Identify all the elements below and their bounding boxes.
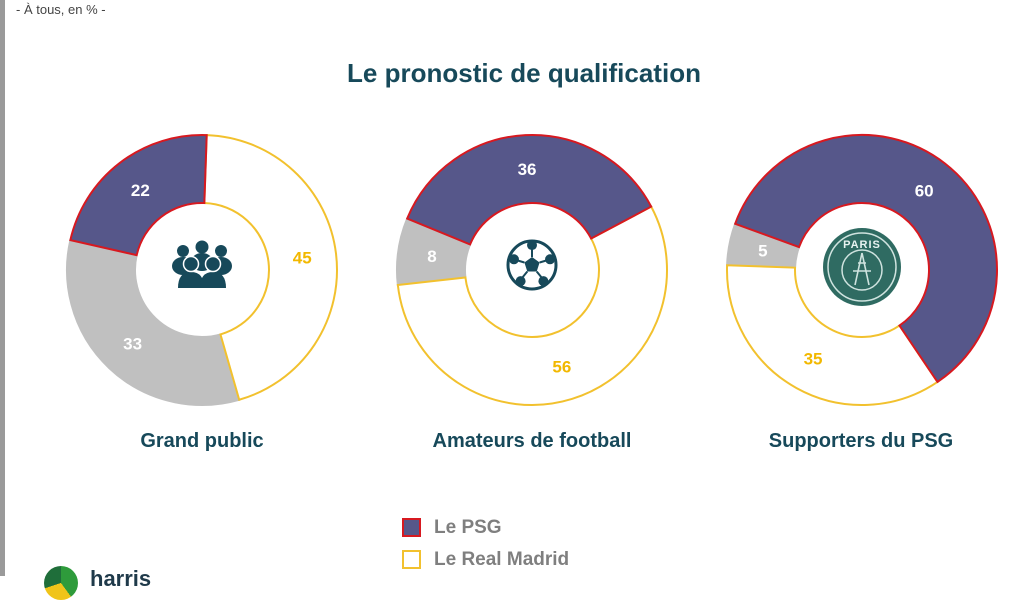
legend-swatch-psg [402,518,421,537]
chart-1-slice-other [66,238,241,406]
psg-crest-text: PARIS [843,239,881,251]
people-group-icon [172,240,232,288]
harris-logo-icon [44,566,78,600]
harris-logo: harris [44,562,164,600]
donut-charts: 22 45 33 36 56 8 60 35 5 PARIS [66,134,998,406]
chart-2-value-label-other: 8 [427,247,436,266]
chart-1-value-label-other: 33 [123,334,142,353]
chart-3-slice-psg [733,134,998,384]
soccer-ball-icon [506,239,558,291]
chart-2-slice-real [396,205,668,406]
chart-subtitle: - À tous, en % - [16,2,106,17]
chart-2-slice-psg [405,134,653,246]
chart-2-value-label-psg: 36 [518,160,537,179]
chart-title: Le pronostic de qualification [347,58,701,88]
legend-label-real: Le Real Madrid [434,549,570,570]
chart-1-title: Grand public [140,430,264,452]
chart-2-value-label-real: 56 [552,357,571,376]
psg-crest-icon: PARIS [823,228,901,306]
chart-3-value-label-real: 35 [804,349,823,368]
chart-3-value-label-psg: 60 [915,181,934,200]
legend-label-psg: Le PSG [434,517,502,538]
harris-logo-text: harris [90,566,152,591]
chart-1-value-label-real: 45 [293,249,312,268]
chart-3-title: Supporters du PSG [768,430,954,452]
frame-border [0,0,5,576]
legend-swatch-real [402,550,421,569]
chart-3-slice-real [726,264,939,406]
chart-1-value-label-psg: 22 [131,181,150,200]
chart-3-value-label-other: 5 [758,242,767,261]
chart-1-slice-real [203,134,338,402]
chart-1-slice-psg [69,134,208,257]
chart-2-title: Amateurs de football [432,430,632,452]
